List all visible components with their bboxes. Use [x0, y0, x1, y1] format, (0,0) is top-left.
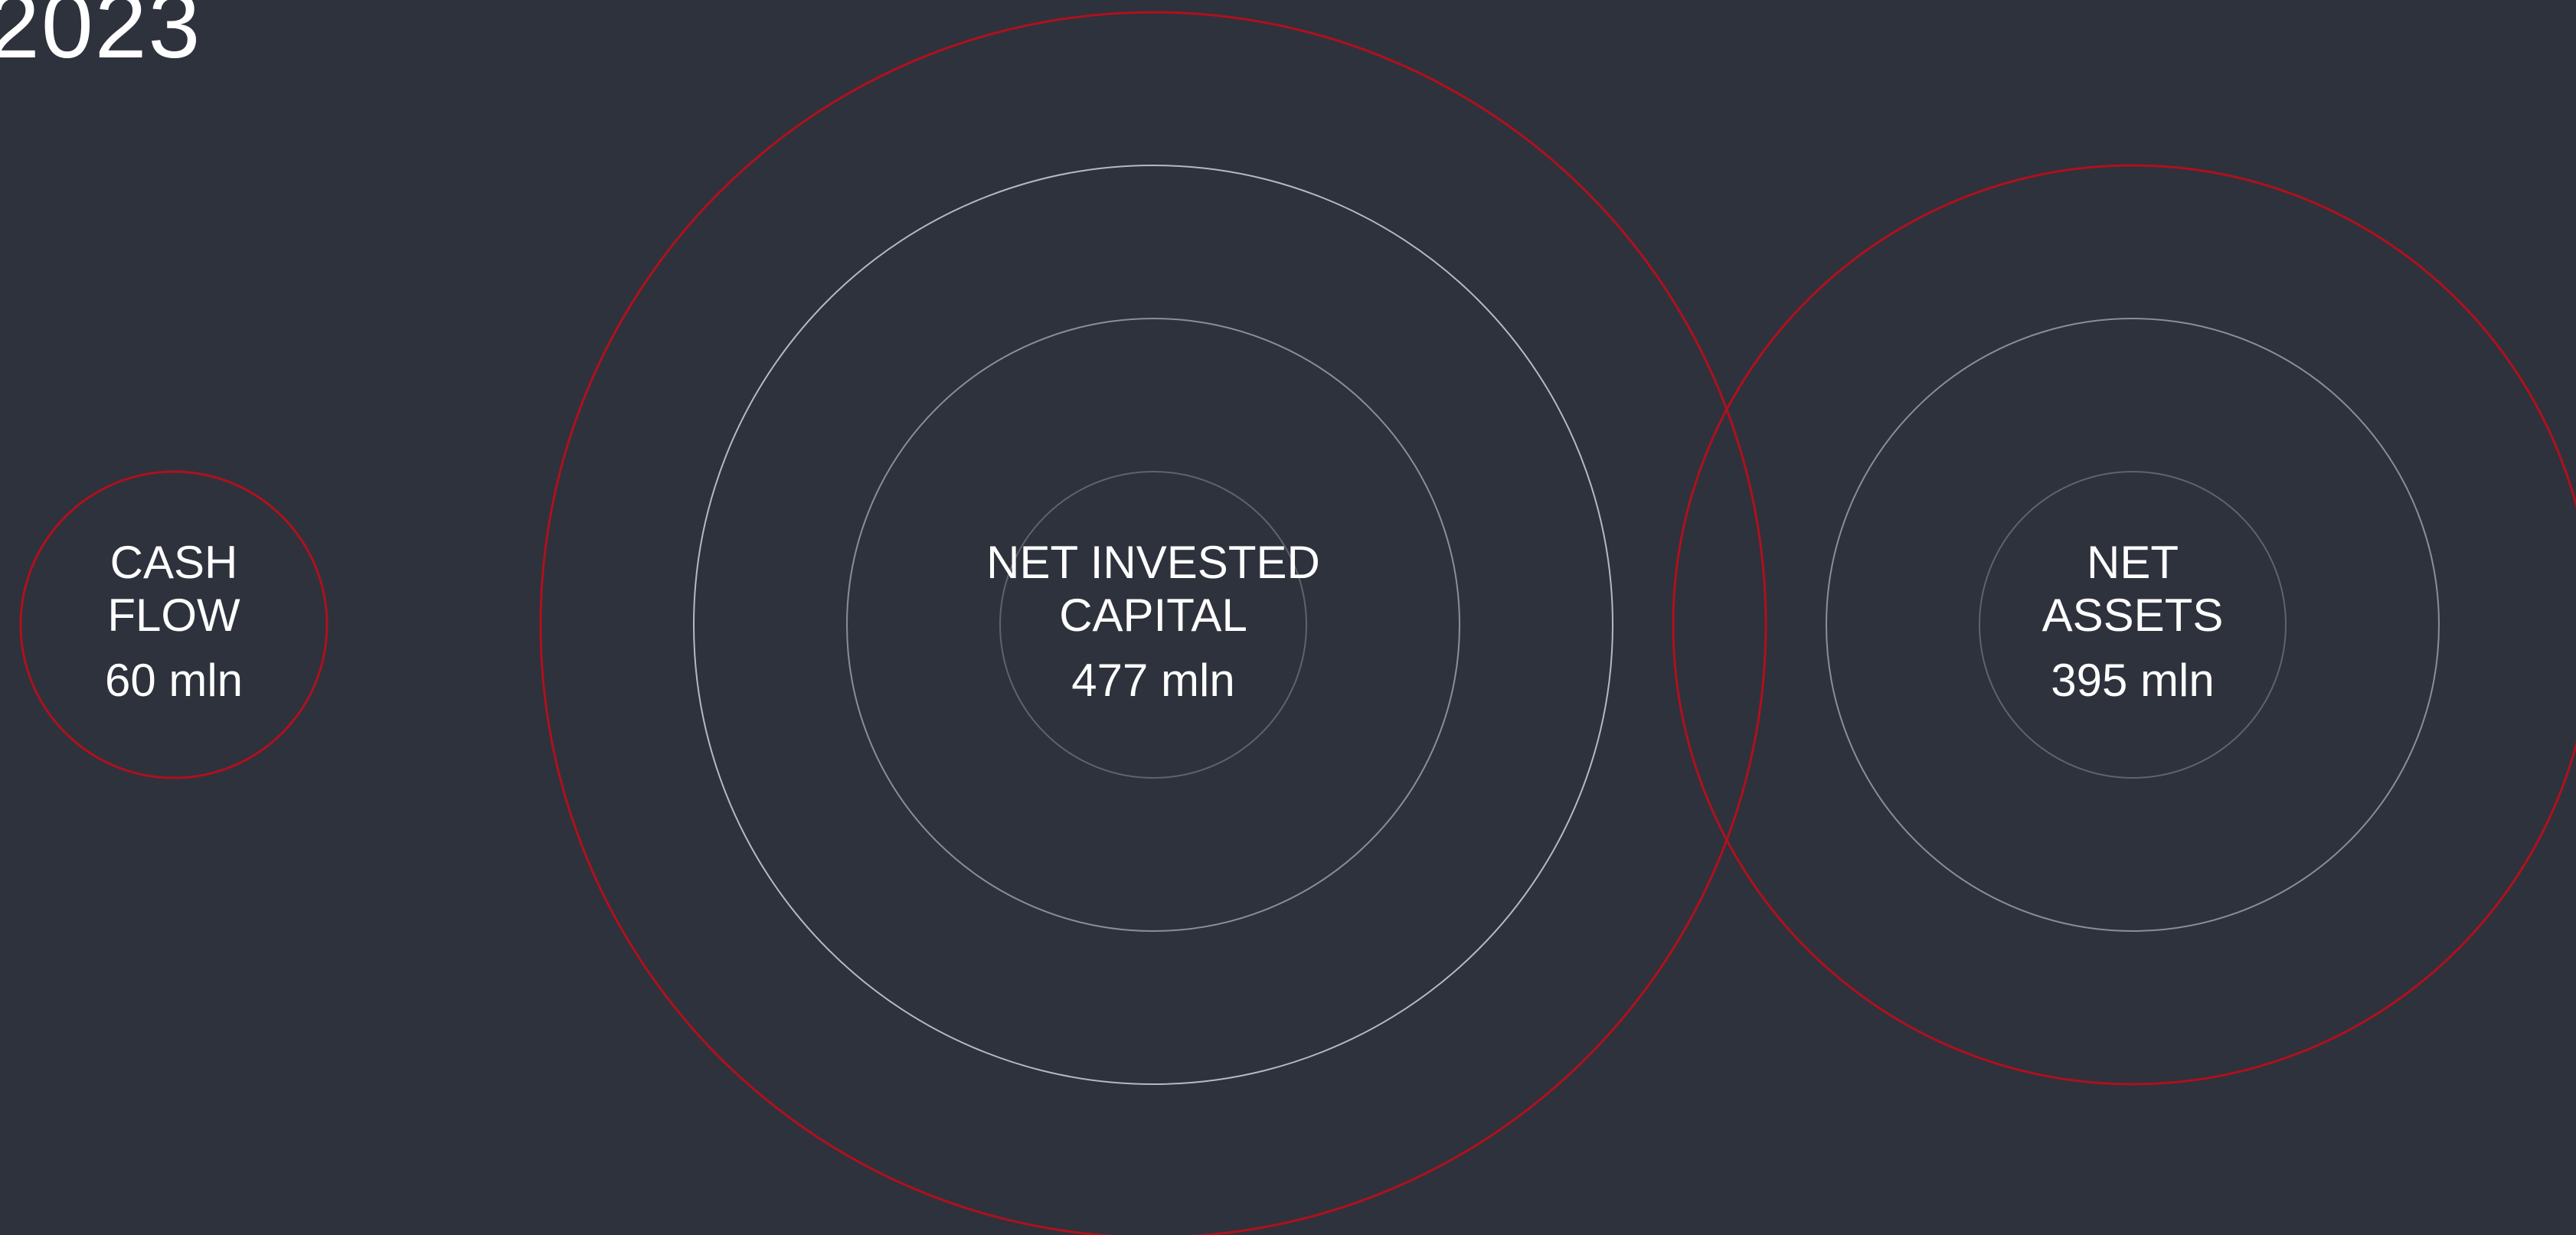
- net-invested-capital-title: NET INVESTED CAPITAL: [986, 537, 1320, 641]
- year-heading: 2023: [0, 0, 202, 77]
- net-assets-value: 395 mln: [2051, 655, 2215, 706]
- net-invested-capital-value: 477 mln: [1071, 655, 1235, 706]
- net-assets-title: NET ASSETS: [2042, 537, 2224, 641]
- net-assets-ring-3: [1672, 164, 2576, 1086]
- net-invested-capital-ring-3: [693, 165, 1613, 1085]
- cash-flow-label: CASH FLOW 60 mln: [0, 536, 404, 707]
- net-assets-ring-2: [1826, 318, 2440, 932]
- cash-flow-value: 60 mln: [104, 655, 244, 706]
- net-invested-capital-label: NET INVESTED CAPITAL 477 mln: [924, 536, 1383, 707]
- net-invested-capital-ring-2: [846, 318, 1460, 932]
- cash-flow-outer-ring: [19, 470, 329, 779]
- net-assets-ring-1: [1979, 471, 2287, 779]
- net-invested-capital-ring-4: [539, 11, 1767, 1235]
- net-invested-capital-ring-1: [999, 471, 1307, 779]
- cash-flow-title: CASH FLOW: [107, 537, 240, 641]
- net-assets-label: NET ASSETS 395 mln: [1903, 536, 2362, 707]
